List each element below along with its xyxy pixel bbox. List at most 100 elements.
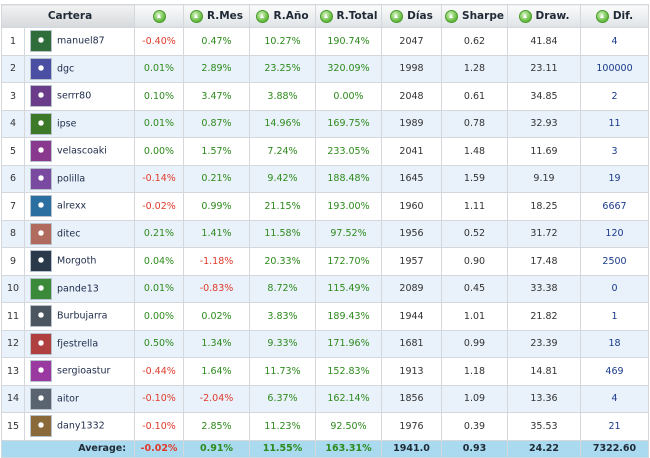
day-change-cell: -0.02%	[134, 192, 184, 221]
day-change-cell: -0.14%	[134, 164, 184, 193]
sharpe-cell: 1.48	[441, 137, 508, 166]
table-row[interactable]: 2 dgc 0.01% 2.89% 23.25% 320.09% 1998 1.28 23.11…	[1, 54, 649, 83]
portfolio-cell[interactable]: pande13	[24, 274, 135, 303]
rank-cell: 15	[1, 412, 25, 441]
dif-cell: 469	[580, 357, 649, 386]
portfolio-cell[interactable]: velascoaki	[24, 137, 135, 166]
day-change-cell: 0.21%	[134, 219, 184, 248]
draw-cell: 21.82	[507, 302, 581, 331]
portfolio-name[interactable]: pande13	[57, 283, 99, 295]
rmes-cell: 1.57%	[183, 137, 250, 166]
rano-cell: 3.83%	[249, 302, 316, 331]
portfolio-cell[interactable]: ipse	[24, 109, 135, 138]
sharpe-cell: 0.52	[441, 219, 508, 248]
dias-cell: 1645	[381, 164, 442, 193]
average-rano: 11.55%	[249, 439, 316, 458]
sharpe-cell: 0.78	[441, 109, 508, 138]
draw-cell: 9.19	[507, 164, 581, 193]
header-rmes[interactable]: R.Mes	[183, 4, 250, 28]
table-row[interactable]: 13 sergioastur -0.44% 1.64% 11.73% 152.83% 191…	[1, 357, 649, 386]
header-cartera[interactable]: Cartera	[1, 4, 135, 28]
dif-cell: 18	[580, 329, 649, 358]
portfolio-cell[interactable]: dgc	[24, 54, 135, 83]
table-row[interactable]: 5 velascoaki 0.00% 1.57% 7.24% 233.05% 2041 1.4…	[1, 137, 649, 166]
portfolio-name[interactable]: fjestrella	[57, 338, 99, 350]
average-draw: 24.22	[507, 439, 581, 458]
dif-cell: 19	[580, 164, 649, 193]
rano-cell: 9.33%	[249, 329, 316, 358]
draw-cell: 18.25	[507, 192, 581, 221]
dias-cell: 1976	[381, 412, 442, 441]
portfolio-cell[interactable]: dany1332	[24, 412, 135, 441]
table-row[interactable]: 14 aitor -0.10% -2.04% 6.37% 162.14% 1856 1.09 1…	[1, 384, 649, 413]
header-rtotal[interactable]: R.Total	[315, 4, 382, 28]
table-row[interactable]: 6 polilla -0.14% 0.21% 9.42% 188.48% 1645 1.59 9…	[1, 164, 649, 193]
portfolio-cell[interactable]: serrr80	[24, 82, 135, 111]
header-sharpe[interactable]: Sharpe	[441, 4, 508, 28]
sharpe-cell: 0.61	[441, 82, 508, 111]
header-sort-day[interactable]	[134, 4, 184, 28]
rano-cell: 3.88%	[249, 82, 316, 111]
portfolio-name[interactable]: Burbujarra	[57, 310, 108, 322]
table-row[interactable]: 11 Burbujarra 0.00% 0.02% 3.83% 189.43% 1944 1.…	[1, 302, 649, 331]
portfolio-name[interactable]: alrexx	[57, 200, 87, 212]
portfolio-name[interactable]: sergioastur	[57, 365, 111, 377]
portfolio-cell[interactable]: manuel87	[24, 27, 135, 56]
rank-cell: 14	[1, 384, 25, 413]
rank-cell: 13	[1, 357, 25, 386]
table-row[interactable]: 3 serrr80 0.10% 3.47% 3.88% 0.00% 2048 0.61 34.8…	[1, 82, 649, 111]
portfolio-name[interactable]: ditec	[57, 228, 81, 240]
portfolio-name[interactable]: velascoaki	[57, 145, 107, 157]
dias-cell: 2048	[381, 82, 442, 111]
rmes-cell: 0.47%	[183, 27, 250, 56]
header-dias[interactable]: Días	[381, 4, 442, 28]
portfolio-cell[interactable]: Morgoth	[24, 247, 135, 276]
rano-cell: 11.23%	[249, 412, 316, 441]
portfolio-name[interactable]: Morgoth	[57, 255, 97, 267]
sort-arrow-icon	[595, 9, 609, 23]
rtotal-cell: 97.52%	[315, 219, 382, 248]
portfolio-cell[interactable]: ditec	[24, 219, 135, 248]
table-row[interactable]: 9 Morgoth 0.04% -1.18% 20.33% 172.70% 1957 0.90…	[1, 247, 649, 276]
table-row[interactable]: 4 ipse 0.01% 0.87% 14.96% 169.75% 1989 0.78 32.9…	[1, 109, 649, 138]
header-dif[interactable]: Dif.	[580, 4, 649, 28]
dias-cell: 1998	[381, 54, 442, 83]
portfolio-cell[interactable]: alrexx	[24, 192, 135, 221]
portfolio-name[interactable]: serrr80	[57, 90, 92, 102]
portfolio-name[interactable]: manuel87	[57, 35, 105, 47]
avatar	[30, 30, 52, 53]
sharpe-cell: 0.45	[441, 274, 508, 303]
draw-cell: 23.11	[507, 54, 581, 83]
portfolio-cell[interactable]: fjestrella	[24, 329, 135, 358]
day-change-cell: 0.50%	[134, 329, 184, 358]
portfolio-name[interactable]: aitor	[57, 393, 79, 405]
dif-cell: 11	[580, 109, 649, 138]
table-row[interactable]: 8 ditec 0.21% 1.41% 11.58% 97.52% 1956 0.52 31.7…	[1, 219, 649, 248]
portfolio-name[interactable]: polilla	[57, 173, 86, 185]
header-draw[interactable]: Draw.	[507, 4, 581, 28]
ranking-table: Cartera R.Mes R.Año R.Total Días Sharpe …	[1, 4, 649, 458]
portfolio-cell[interactable]: aitor	[24, 384, 135, 413]
rtotal-cell: 233.05%	[315, 137, 382, 166]
average-row: Average: -0.02% 0.91% 11.55% 163.31% 194…	[1, 439, 649, 458]
portfolio-cell[interactable]: sergioastur	[24, 357, 135, 386]
average-rmes: 0.91%	[183, 439, 250, 458]
dias-cell: 1957	[381, 247, 442, 276]
header-rano[interactable]: R.Año	[249, 4, 316, 28]
dif-cell: 2	[580, 82, 649, 111]
rmes-cell: 0.87%	[183, 109, 250, 138]
portfolio-cell[interactable]: polilla	[24, 164, 135, 193]
table-row[interactable]: 10 pande13 0.01% -0.83% 8.72% 115.49% 2089 0.45…	[1, 274, 649, 303]
sort-arrow-icon	[152, 9, 166, 23]
avatar	[30, 85, 52, 108]
sharpe-cell: 0.62	[441, 27, 508, 56]
table-row[interactable]: 7 alrexx -0.02% 0.99% 21.15% 193.00% 1960 1.11 1…	[1, 192, 649, 221]
table-row[interactable]: 12 fjestrella 0.50% 1.34% 9.33% 171.96% 1681 0.…	[1, 329, 649, 358]
table-row[interactable]: 1 manuel87 -0.40% 0.47% 10.27% 190.74% 2047 0.6…	[1, 27, 649, 56]
portfolio-name[interactable]: dgc	[57, 63, 75, 75]
portfolio-name[interactable]: ipse	[57, 118, 77, 130]
portfolio-name[interactable]: dany1332	[57, 420, 105, 432]
rmes-cell: 2.85%	[183, 412, 250, 441]
table-row[interactable]: 15 dany1332 -0.10% 2.85% 11.23% 92.50% 1976 0.3…	[1, 412, 649, 441]
portfolio-cell[interactable]: Burbujarra	[24, 302, 135, 331]
